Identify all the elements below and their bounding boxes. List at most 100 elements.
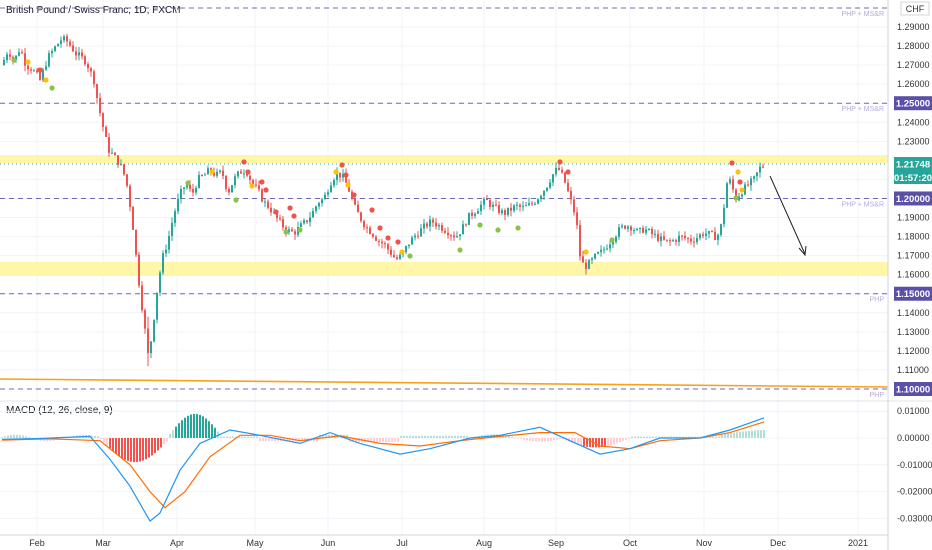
macd-histogram-bar	[622, 438, 624, 441]
candle-body	[384, 243, 386, 245]
macd-histogram-bar	[403, 435, 405, 438]
candle-body	[702, 234, 704, 236]
candle-body	[339, 172, 341, 178]
signal-dot	[735, 169, 741, 175]
candle-body	[30, 69, 32, 71]
macd-histogram-bar	[448, 435, 450, 438]
macd-histogram-bar	[127, 438, 129, 461]
candle-body	[183, 187, 185, 190]
candle-body	[117, 155, 119, 165]
signal-dot	[385, 235, 391, 241]
candle-body	[168, 235, 170, 250]
candle-body	[282, 219, 284, 228]
candle-body	[627, 226, 629, 229]
y-tick-label: 1.29000	[897, 22, 930, 32]
candle-body	[201, 175, 203, 177]
macd-y-tick-label: -0.01000	[897, 460, 932, 470]
candle-body	[534, 203, 536, 205]
candle-body	[516, 204, 518, 206]
candle-body	[246, 173, 248, 176]
macd-y-tick-label: 0.00000	[897, 433, 930, 443]
candle-body	[186, 184, 188, 188]
signal-dot	[733, 195, 739, 201]
candle-body	[222, 170, 224, 176]
candle-body	[501, 210, 503, 214]
candle-body	[333, 180, 335, 186]
candle-body	[504, 210, 506, 215]
candle-body	[288, 229, 290, 232]
candle-body	[324, 194, 326, 200]
macd-histogram-bar	[661, 436, 663, 438]
macd-histogram-bar	[268, 438, 270, 442]
candle-body	[363, 221, 365, 228]
candle-body	[279, 218, 281, 220]
y-tick-label: 1.26000	[897, 79, 930, 89]
signal-dot	[49, 85, 55, 91]
candle-body	[420, 228, 422, 237]
macd-histogram-bar	[157, 438, 159, 451]
y-tick-label: 1.13000	[897, 327, 930, 337]
macd-histogram-bar	[505, 435, 507, 438]
candle-body	[162, 253, 164, 273]
macd-histogram-bar	[130, 438, 132, 462]
macd-histogram-bar	[325, 434, 327, 438]
macd-histogram-bar	[235, 436, 237, 438]
macd-histogram-bar	[562, 438, 564, 440]
signal-dot	[259, 179, 265, 185]
macd-histogram-bar	[178, 423, 180, 438]
macd-histogram-bar	[520, 438, 522, 439]
macd-histogram-bar	[715, 436, 717, 438]
candle-body	[42, 69, 44, 80]
candle-body	[72, 45, 74, 52]
macd-histogram-bar	[214, 427, 216, 438]
macd-histogram-bar	[190, 414, 192, 438]
candle-body	[177, 198, 179, 212]
candle-body	[411, 237, 413, 245]
macd-histogram-bar	[619, 438, 621, 443]
macd-histogram-bar	[175, 426, 177, 438]
macd-histogram-bar	[694, 436, 696, 438]
x-tick-label: Mar	[95, 538, 111, 548]
macd-histogram-bar	[223, 436, 225, 438]
y-tick-label: 1.12000	[897, 346, 930, 356]
macd-histogram-bar	[571, 438, 573, 443]
macd-histogram-bar	[511, 436, 513, 438]
candle-body	[615, 236, 617, 242]
candle-body	[39, 72, 41, 80]
candle-body	[624, 225, 626, 229]
signal-dot	[273, 209, 279, 215]
candle-body	[144, 310, 146, 329]
signal-dot	[495, 227, 501, 233]
x-tick-label: 2021	[848, 538, 868, 548]
candle-body	[489, 200, 491, 208]
macd-histogram-bar	[739, 431, 741, 438]
x-tick-label: Nov	[696, 538, 713, 548]
level-price-label: 1.20000	[896, 194, 930, 205]
macd-histogram-bar	[631, 436, 633, 438]
candle-body	[594, 253, 596, 259]
macd-histogram-bar	[346, 434, 348, 438]
candle-body	[711, 231, 713, 233]
macd-histogram-bar	[22, 435, 24, 438]
macd-histogram-bar	[118, 438, 120, 457]
signal-dot	[729, 160, 735, 166]
candle-body	[219, 170, 221, 172]
signal-dot	[609, 237, 615, 243]
candle-body	[174, 211, 176, 223]
y-tick-label: 1.14000	[897, 308, 930, 318]
signal-dot	[399, 249, 405, 255]
macd-histogram-bar	[532, 438, 534, 442]
candle-body	[114, 152, 116, 156]
signal-dot	[369, 207, 375, 213]
candle-body	[621, 225, 623, 228]
candle-body	[447, 232, 449, 236]
signal-dot	[241, 159, 247, 165]
macd-histogram-bar	[7, 435, 9, 438]
candle-body	[102, 113, 104, 127]
candle-body	[705, 233, 707, 236]
candle-body	[657, 233, 659, 241]
candle-body	[267, 201, 269, 208]
signal-dot	[11, 57, 17, 63]
macd-histogram-bar	[136, 438, 138, 463]
